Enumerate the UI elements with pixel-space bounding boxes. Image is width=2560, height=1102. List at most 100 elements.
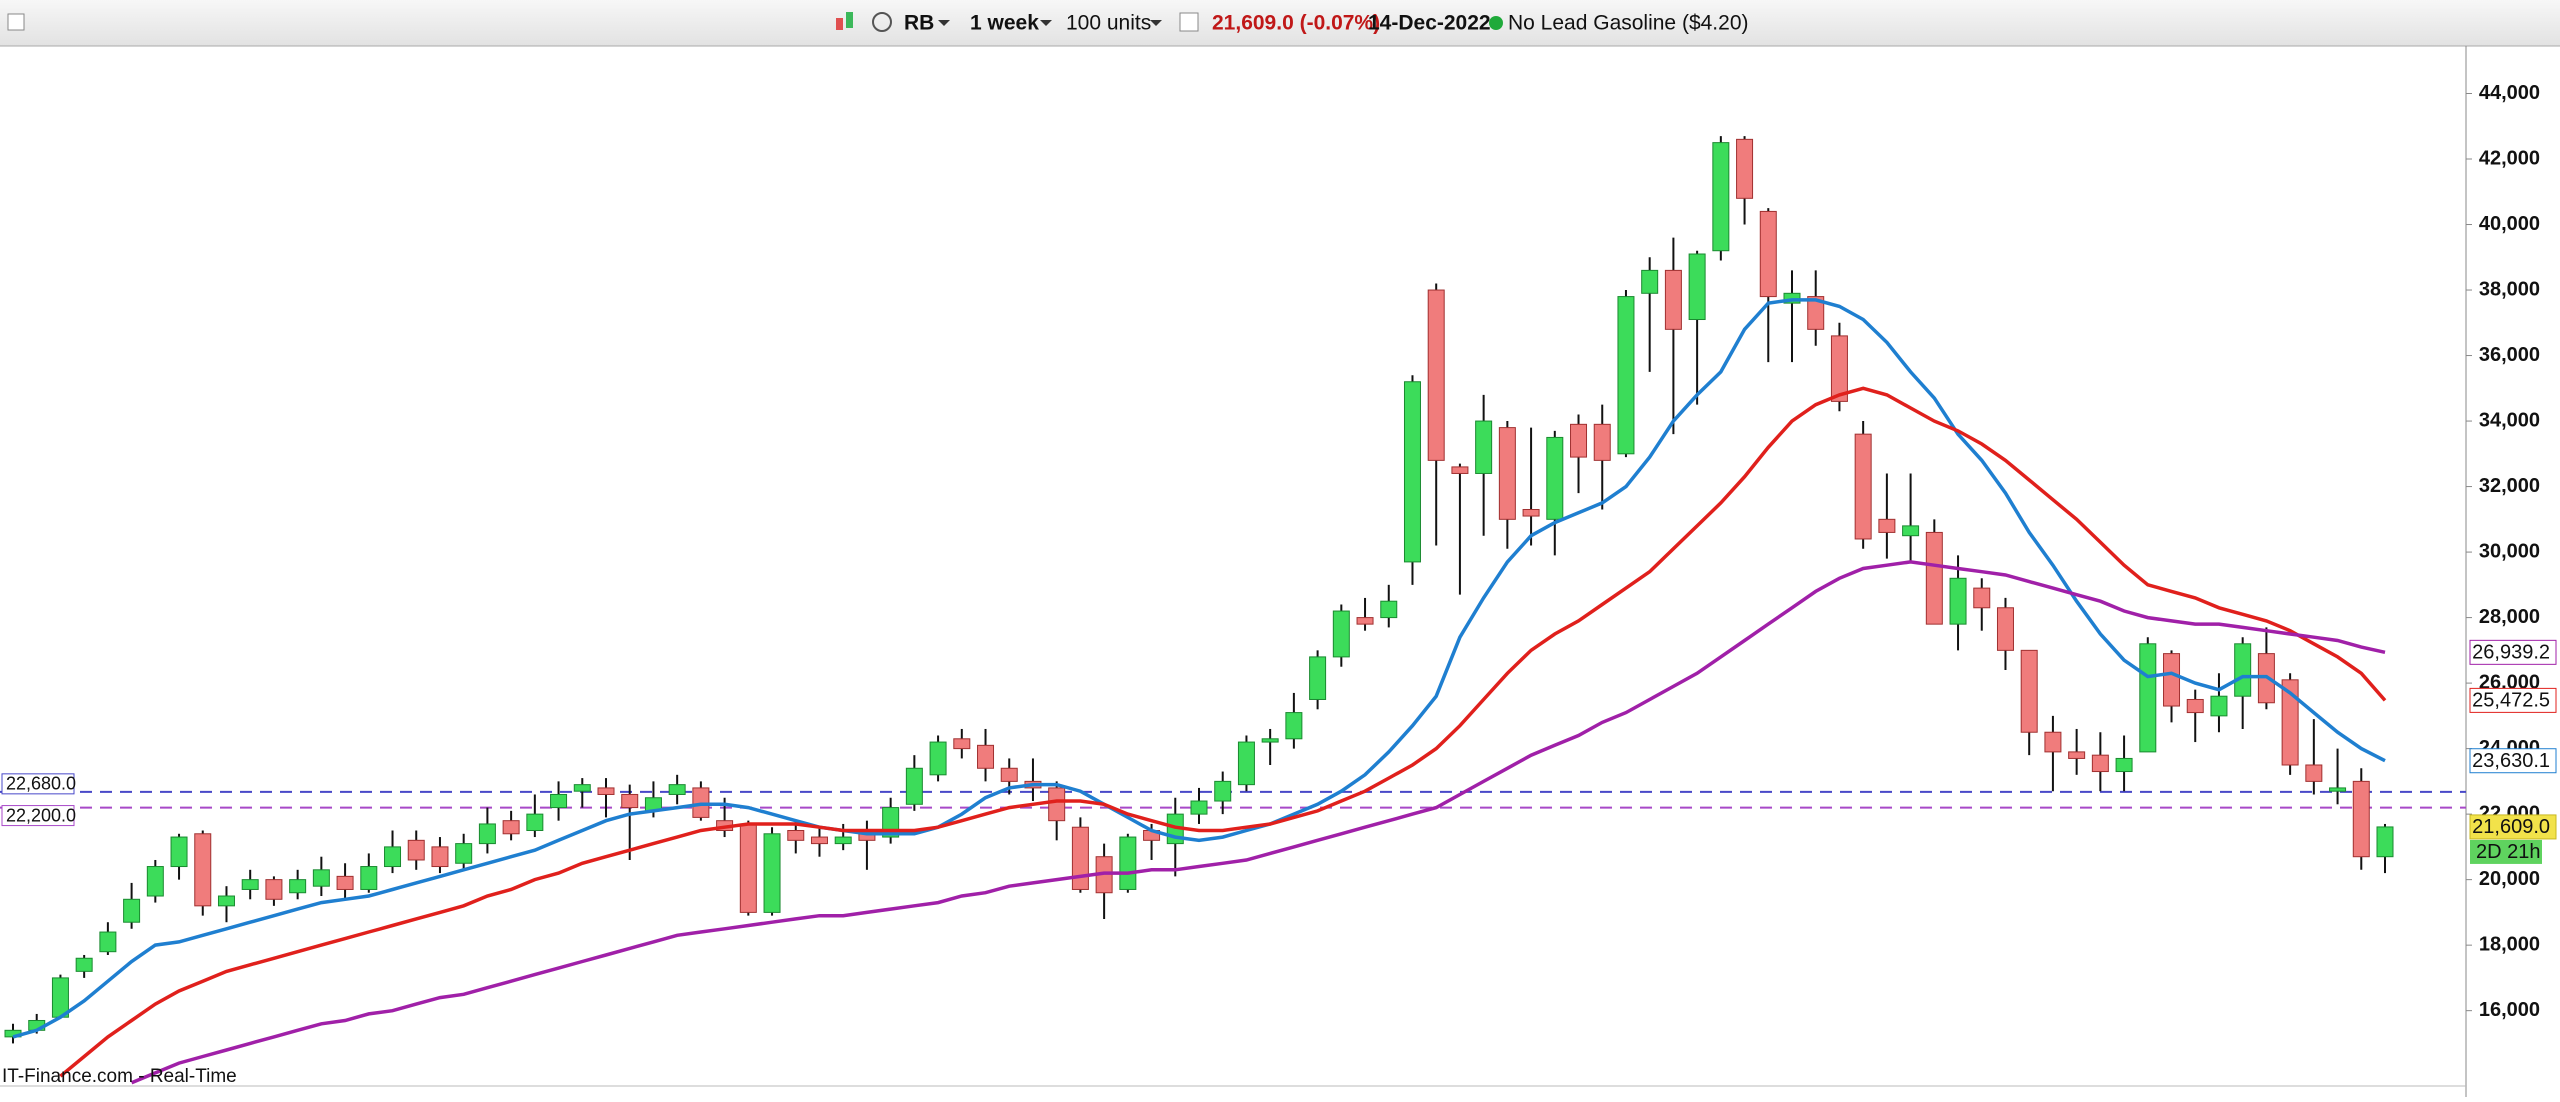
- y-tick-label: 34,000: [2479, 409, 2540, 431]
- status-dot: [1489, 16, 1503, 30]
- candle-body: [1949, 577, 1967, 625]
- moving-average: [130, 560, 2386, 1085]
- candle-body: [2210, 695, 2228, 717]
- candle-body: [2186, 698, 2204, 714]
- ma-end-label: 26,939.2: [2472, 642, 2550, 664]
- candle-body: [478, 823, 496, 845]
- candle-body: [1854, 433, 1872, 540]
- countdown-box: [2470, 839, 2542, 864]
- candle-body: [336, 875, 354, 890]
- y-tick-label: 44,000: [2479, 82, 2540, 104]
- y-tick-label: 30,000: [2479, 540, 2540, 562]
- candle-body: [2352, 780, 2370, 858]
- candle-body: [763, 833, 781, 913]
- candle-body: [1498, 427, 1516, 520]
- candle-body: [2068, 751, 2086, 759]
- candle-body: [2163, 653, 2181, 707]
- candle-body: [1546, 436, 1564, 520]
- info-icon[interactable]: [1179, 12, 1199, 32]
- candle-body: [905, 767, 923, 805]
- candle-body: [1071, 826, 1089, 890]
- candle-body: [1356, 617, 1374, 625]
- candle-body: [787, 830, 805, 841]
- countdown: 2D 21h: [2476, 841, 2541, 863]
- ma-end-label-box: [2469, 748, 2557, 774]
- candle-body: [1973, 587, 1991, 609]
- candle-body: [2044, 731, 2062, 753]
- checkbox[interactable]: [7, 13, 25, 31]
- candle-body: [2091, 754, 2109, 773]
- candle-body: [1925, 531, 1943, 625]
- candle-body: [2020, 649, 2038, 733]
- quote: 21,609.0 (-0.07%): [1212, 12, 1380, 35]
- candle-body: [1736, 138, 1754, 199]
- candle-body: [1403, 381, 1421, 563]
- last-price-label: 21,609.0: [2472, 816, 2550, 838]
- symbol[interactable]: RB: [904, 12, 934, 35]
- units[interactable]: 100 units: [1066, 12, 1151, 35]
- dropdown-arrow[interactable]: [1150, 20, 1162, 26]
- candle-body: [2115, 757, 2133, 773]
- candle-body: [2329, 787, 2347, 792]
- dropdown-arrow[interactable]: [1040, 20, 1052, 26]
- candle-body: [1214, 780, 1232, 802]
- candle-body: [1759, 210, 1777, 298]
- date: 14-Dec-2022: [1368, 12, 1491, 35]
- candle-body: [1807, 296, 1825, 330]
- candle-body: [1712, 142, 1730, 252]
- candle-icon[interactable]: [836, 12, 853, 30]
- candle-body: [1664, 269, 1682, 330]
- footer: IT-Finance.com - Real-Time: [2, 1066, 237, 1087]
- candle-body: [2281, 679, 2299, 766]
- candle-body: [597, 787, 615, 795]
- y-tick-label: 38,000: [2479, 278, 2540, 300]
- candle-body: [1309, 656, 1327, 700]
- y-tick-label: 20,000: [2479, 868, 2540, 890]
- candle-body: [1237, 741, 1255, 786]
- candle-body: [1593, 423, 1611, 461]
- moving-average: [59, 386, 2387, 1078]
- candle-body: [265, 879, 283, 900]
- moving-average: [12, 298, 2386, 1039]
- h-line-label-box: [1, 805, 75, 827]
- candle-body: [502, 820, 520, 835]
- candle-body: [1380, 600, 1398, 619]
- candle-body: [194, 833, 212, 907]
- candle-body: [360, 866, 378, 890]
- candle-body: [289, 879, 307, 894]
- candle-body: [1617, 296, 1635, 455]
- candle-body: [1570, 423, 1588, 458]
- candle-body: [123, 898, 141, 923]
- toolbar: [0, 0, 2560, 46]
- last-price-box: [2469, 814, 2557, 840]
- interval[interactable]: 1 week: [970, 12, 1039, 35]
- candle-body: [668, 784, 686, 795]
- y-tick-label: 18,000: [2479, 933, 2540, 955]
- candle-body: [1119, 836, 1137, 890]
- candle-body: [953, 738, 971, 750]
- candle-body: [2139, 643, 2157, 753]
- y-tick-label: 16,000: [2479, 999, 2540, 1021]
- y-tick-label: 28,000: [2479, 606, 2540, 628]
- ma-end-label: 23,630.1: [2472, 750, 2550, 772]
- h-line-label-box: [1, 773, 75, 795]
- candle-body: [621, 793, 639, 809]
- candle-body: [2305, 764, 2323, 782]
- candle-body: [1641, 269, 1659, 294]
- candle-body: [1000, 767, 1018, 782]
- ma-end-label-box: [2469, 687, 2557, 713]
- candle-body: [99, 931, 117, 953]
- candle-body: [1427, 289, 1445, 461]
- candle-body: [1048, 787, 1066, 822]
- candle-body: [977, 744, 995, 769]
- y-tick-label: 40,000: [2479, 213, 2540, 235]
- dropdown-arrow[interactable]: [938, 20, 950, 26]
- y-tick-label: 36,000: [2479, 344, 2540, 366]
- candle-body: [217, 895, 235, 907]
- settings-icon[interactable]: [872, 12, 892, 32]
- candle-body: [1332, 610, 1350, 658]
- candle-body: [573, 784, 591, 792]
- candle-body: [1878, 518, 1896, 533]
- candle-body: [455, 843, 473, 864]
- candle-body: [1996, 607, 2014, 651]
